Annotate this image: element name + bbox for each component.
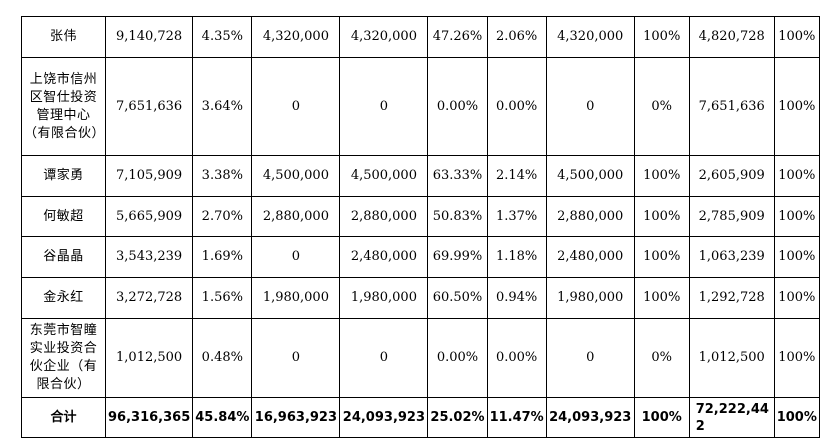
pledge-ratio-total: 1.18% [486,236,547,278]
holding-ratio: 1.69% [192,236,253,278]
pledged-shares-before: 1,980,000 [251,277,341,319]
shares-held: 9,140,728 [104,16,194,58]
table-row: 张伟 9,140,728 4.35% 4,320,000 4,320,000 4… [21,16,820,58]
pledged-shares-after: 0 [339,318,429,398]
holding-ratio: 1.56% [192,277,253,319]
holding-ratio: 2.70% [192,196,253,237]
pledge-ratio-total: 2.06% [486,16,547,58]
total-pledge-ratio-own: 25.02% [427,397,488,438]
pledged-restricted-ratio: 100% [633,16,690,58]
pledge-ratio-own: 63.33% [427,155,488,197]
pledged-shares-after: 4,320,000 [339,16,429,58]
pledged-shares-before: 4,320,000 [251,16,341,58]
pledged-shares-before: 0 [251,57,341,156]
unpledged-restricted-ratio: 100% [773,318,820,398]
total-pledge-ratio-total: 11.47% [486,397,547,438]
table-row: 东莞市智瞳实业投资合伙企业（有限合伙） 1,012,500 0.48% 0 0 … [21,318,820,398]
shares-held: 3,272,728 [104,277,194,319]
pledged-restricted: 0 [545,57,635,156]
shareholder-name: 金永红 [21,277,106,319]
unpledged-restricted-ratio: 100% [773,16,820,58]
shareholder-name: 张伟 [21,16,106,58]
table-row: 上饶市信州区智仕投资管理中心（有限合伙） 7,651,636 3.64% 0 0… [21,57,820,156]
unpledged-restricted: 4,820,728 [688,16,775,58]
pledged-shares-before: 0 [251,236,341,278]
pledged-restricted-ratio: 100% [633,277,690,319]
total-pledged-after: 24,093,923 [339,397,429,438]
pledge-ratio-own: 47.26% [427,16,488,58]
pledged-shares-before: 2,880,000 [251,196,341,237]
shareholder-name: 谷晶晶 [21,236,106,278]
pledge-ratio-own: 0.00% [427,318,488,398]
total-label: 合计 [21,397,106,438]
holding-ratio: 4.35% [192,16,253,58]
pledge-ratio-own: 50.83% [427,196,488,237]
pledged-restricted: 0 [545,318,635,398]
shareholder-name: 谭家勇 [21,155,106,197]
shares-held: 1,012,500 [104,318,194,398]
total-pledged-before: 16,963,923 [251,397,341,438]
pledge-ratio-total: 0.00% [486,318,547,398]
holding-ratio: 0.48% [192,318,253,398]
pledge-ratio-total: 2.14% [486,155,547,197]
pledged-shares-after: 4,500,000 [339,155,429,197]
pledge-ratio-own: 60.50% [427,277,488,319]
shareholding-table: 张伟 9,140,728 4.35% 4,320,000 4,320,000 4… [21,16,820,438]
table-row: 谷晶晶 3,543,239 1.69% 0 2,480,000 69.99% 1… [21,236,820,278]
unpledged-restricted-ratio: 100% [773,57,820,156]
pledged-shares-before: 4,500,000 [251,155,341,197]
unpledged-restricted: 2,605,909 [688,155,775,197]
pledged-shares-after: 2,480,000 [339,236,429,278]
shares-held: 7,105,909 [104,155,194,197]
pledged-restricted-ratio: 100% [633,236,690,278]
shareholder-name: 东莞市智瞳实业投资合伙企业（有限合伙） [21,318,106,398]
unpledged-restricted: 1,292,728 [688,277,775,319]
shareholder-name: 上饶市信州区智仕投资管理中心（有限合伙） [21,57,106,156]
total-pledged-restricted-ratio: 100% [633,397,690,438]
pledge-ratio-own: 69.99% [427,236,488,278]
pledged-restricted: 4,500,000 [545,155,635,197]
holding-ratio: 3.38% [192,155,253,197]
pledged-restricted-ratio: 0% [633,57,690,156]
total-unpledged-restricted: 72,222,442 [688,397,775,438]
holding-ratio: 3.64% [192,57,253,156]
table-row: 谭家勇 7,105,909 3.38% 4,500,000 4,500,000 … [21,155,820,197]
unpledged-restricted-ratio: 100% [773,155,820,197]
pledged-restricted: 1,980,000 [545,277,635,319]
total-row: 合计 96,316,365 45.84% 16,963,923 24,093,9… [21,397,820,438]
shares-held: 7,651,636 [104,57,194,156]
pledged-restricted: 2,880,000 [545,196,635,237]
unpledged-restricted-ratio: 100% [773,196,820,237]
pledged-restricted-ratio: 0% [633,318,690,398]
unpledged-restricted-ratio: 100% [773,236,820,278]
pledged-shares-after: 0 [339,57,429,156]
pledge-ratio-total: 1.37% [486,196,547,237]
unpledged-restricted: 1,063,239 [688,236,775,278]
total-holding-ratio: 45.84% [192,397,253,438]
pledged-shares-after: 1,980,000 [339,277,429,319]
total-pledged-restricted: 24,093,923 [545,397,635,438]
unpledged-restricted: 1,012,500 [688,318,775,398]
pledge-ratio-total: 0.00% [486,57,547,156]
unpledged-restricted: 7,651,636 [688,57,775,156]
pledged-restricted: 4,320,000 [545,16,635,58]
shares-held: 3,543,239 [104,236,194,278]
table-row: 何敏超 5,665,909 2.70% 2,880,000 2,880,000 … [21,196,820,237]
shareholder-name: 何敏超 [21,196,106,237]
shares-held: 5,665,909 [104,196,194,237]
pledged-restricted: 2,480,000 [545,236,635,278]
pledged-shares-after: 2,880,000 [339,196,429,237]
total-unpledged-restricted-ratio: 100% [773,397,820,438]
pledged-restricted-ratio: 100% [633,196,690,237]
unpledged-restricted: 2,785,909 [688,196,775,237]
pledge-ratio-total: 0.94% [486,277,547,319]
unpledged-restricted-ratio: 100% [773,277,820,319]
pledged-shares-before: 0 [251,318,341,398]
table-row: 金永红 3,272,728 1.56% 1,980,000 1,980,000 … [21,277,820,319]
pledged-restricted-ratio: 100% [633,155,690,197]
total-shares-held: 96,316,365 [104,397,194,438]
pledge-ratio-own: 0.00% [427,57,488,156]
